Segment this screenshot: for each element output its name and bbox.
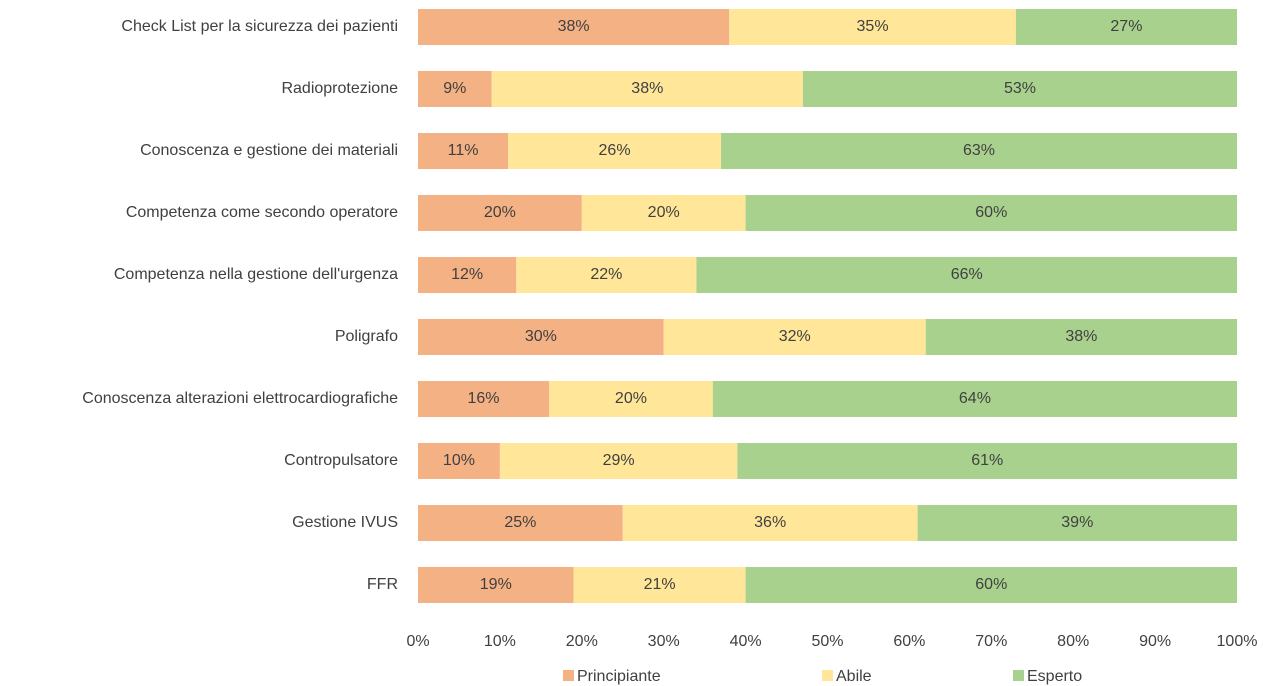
legend-swatch <box>563 670 574 681</box>
legend-label: Esperto <box>1027 668 1082 685</box>
bar-segment <box>663 319 926 355</box>
data-label: 38% <box>631 80 663 97</box>
bar-segment <box>1015 9 1237 45</box>
data-label: 64% <box>959 390 991 407</box>
x-tick-label: 20% <box>566 633 598 650</box>
y-tick-label: Conoscenza e gestione dei materiali <box>140 142 398 159</box>
x-tick-label: 60% <box>893 633 925 650</box>
bar-segment <box>418 443 500 479</box>
legend-swatch <box>822 670 833 681</box>
data-label: 36% <box>754 514 786 531</box>
legend-label: Abile <box>836 668 872 685</box>
bar-segment <box>516 257 697 293</box>
data-label: 20% <box>648 204 680 221</box>
y-tick-label: Competenza nella gestione dell'urgenza <box>114 266 398 283</box>
bar-segment <box>418 381 550 417</box>
data-label: 20% <box>484 204 516 221</box>
bar-segment <box>737 443 1237 479</box>
x-tick-label: 70% <box>975 633 1007 650</box>
data-label: 60% <box>975 576 1007 593</box>
data-label: 35% <box>857 18 889 35</box>
y-tick-label: Conoscenza alterazioni elettrocardiograf… <box>82 390 398 407</box>
bar-segment <box>581 195 746 231</box>
bar-segment <box>508 133 722 169</box>
x-tick-label: 10% <box>484 633 516 650</box>
bar-segment <box>802 71 1237 107</box>
bar-segment <box>418 567 574 603</box>
bar-segment <box>418 319 664 355</box>
data-label: 10% <box>443 452 475 469</box>
data-label: 11% <box>448 142 479 159</box>
data-label: 27% <box>1110 18 1142 35</box>
bar-segment <box>418 9 730 45</box>
bar-segment <box>418 257 517 293</box>
bar-segment <box>573 567 746 603</box>
bar-segment <box>729 9 1016 45</box>
y-tick-label: FFR <box>367 576 398 593</box>
x-tick-label: 90% <box>1139 633 1171 650</box>
legend-label: Principiante <box>577 668 661 685</box>
bar-segment <box>491 71 803 107</box>
data-label: 53% <box>1004 80 1036 97</box>
data-label: 25% <box>504 514 536 531</box>
bar-segment <box>712 381 1237 417</box>
data-label: 9% <box>443 80 466 97</box>
bar-segment <box>418 71 492 107</box>
data-label: 20% <box>615 390 647 407</box>
data-label: 39% <box>1061 514 1093 531</box>
data-label: 21% <box>644 576 676 593</box>
x-tick-label: 0% <box>406 633 429 650</box>
y-tick-label: Check List per la sicurezza dei pazienti <box>121 18 398 35</box>
data-label: 63% <box>963 142 995 159</box>
bar-segment <box>917 505 1237 541</box>
data-label: 12% <box>451 266 483 283</box>
x-tick-label: 80% <box>1057 633 1089 650</box>
data-label: 66% <box>951 266 983 283</box>
y-tick-label: Contropulsatore <box>284 452 398 469</box>
bar-segment <box>745 567 1237 603</box>
data-label: 61% <box>971 452 1003 469</box>
bar-segment <box>721 133 1237 169</box>
data-label: 26% <box>599 142 631 159</box>
x-tick-label: 40% <box>730 633 762 650</box>
bar-segment <box>549 381 713 417</box>
data-label: 32% <box>779 328 811 345</box>
data-label: 38% <box>558 18 590 35</box>
data-label: 16% <box>468 390 500 407</box>
data-label: 60% <box>975 204 1007 221</box>
bar-segment <box>418 133 509 169</box>
legend-swatch <box>1013 670 1024 681</box>
bar-segment <box>745 195 1237 231</box>
bar-segment <box>696 257 1237 293</box>
x-tick-label: 50% <box>811 633 843 650</box>
bar-segment <box>622 505 918 541</box>
bar-segment <box>499 443 738 479</box>
data-label: 29% <box>603 452 635 469</box>
data-label: 19% <box>480 576 512 593</box>
bar-segment <box>925 319 1237 355</box>
y-tick-label: Competenza come secondo operatore <box>126 204 398 221</box>
bar-segment <box>418 195 582 231</box>
data-label: 38% <box>1065 328 1097 345</box>
x-tick-label: 30% <box>648 633 680 650</box>
y-tick-label: Poligrafo <box>335 328 398 345</box>
data-label: 30% <box>525 328 557 345</box>
bar-segment <box>418 505 623 541</box>
y-tick-label: Gestione IVUS <box>292 514 398 531</box>
y-tick-label: Radioprotezione <box>281 80 398 97</box>
x-tick-label: 100% <box>1217 633 1258 650</box>
data-label: 22% <box>590 266 622 283</box>
